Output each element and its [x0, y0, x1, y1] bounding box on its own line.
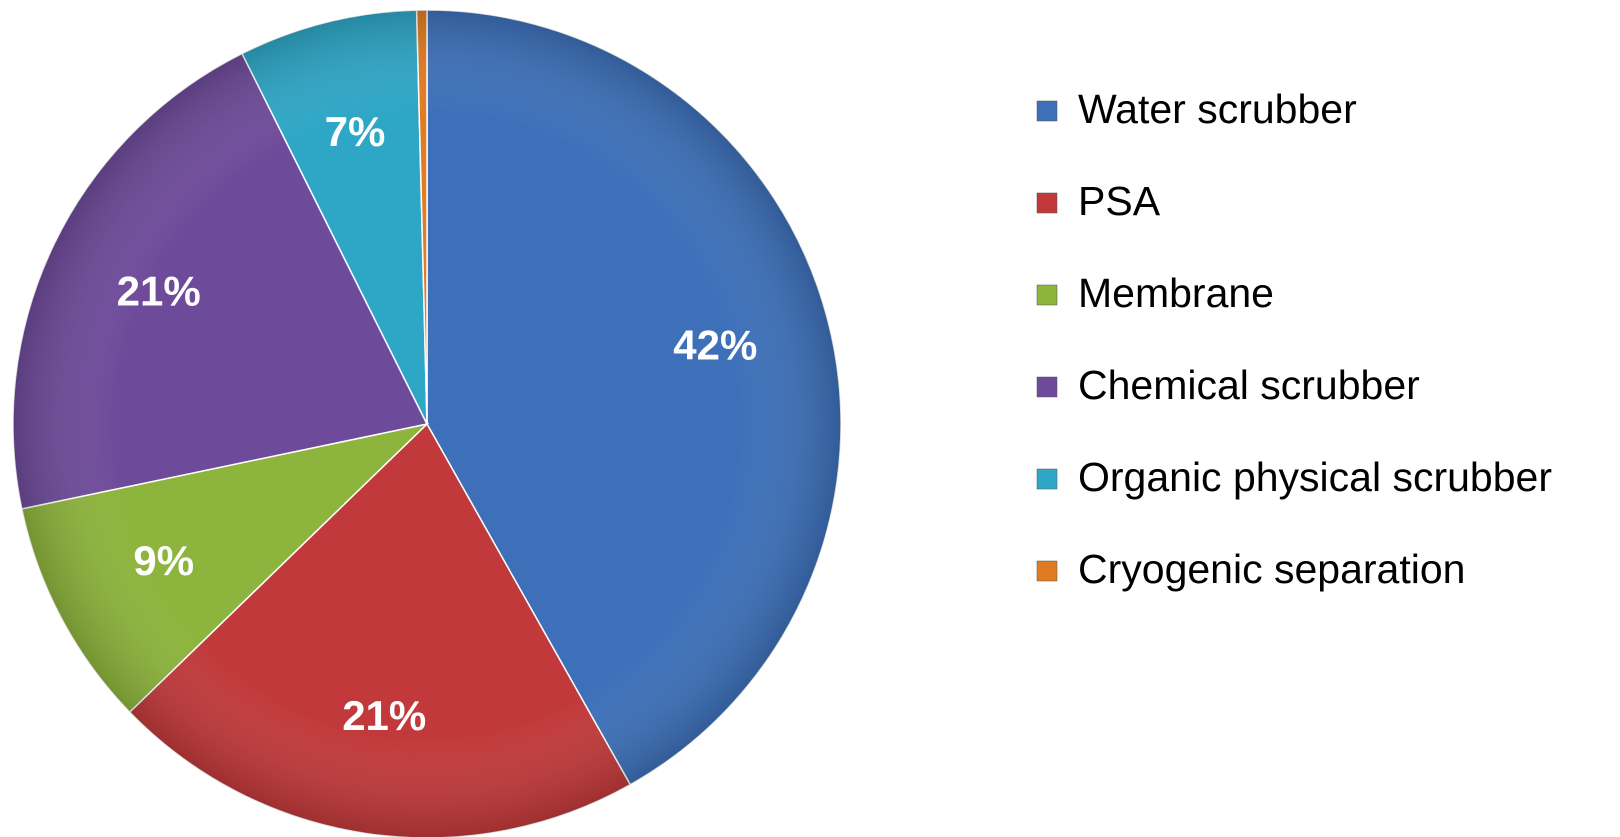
slice-label: 21%	[342, 692, 426, 739]
legend-label: Water scrubber	[1078, 86, 1357, 132]
pie: 42% 21% 9% 21% 7%	[12, 9, 842, 837]
legend-label: Cryogenic separation	[1078, 546, 1465, 592]
legend-swatch	[1036, 468, 1058, 490]
legend-label: Organic physical scrubber	[1078, 454, 1552, 500]
legend-swatch	[1036, 376, 1058, 398]
slice-label: 21%	[117, 267, 201, 314]
slice-label: 9%	[133, 537, 194, 584]
legend-swatch	[1036, 192, 1058, 214]
legend: Water scrubber PSA Membrane Chemical scrubb…	[1036, 86, 1552, 592]
legend-label: Chemical scrubber	[1078, 362, 1420, 408]
legend-swatch	[1036, 560, 1058, 582]
legend-swatch	[1036, 284, 1058, 306]
slice-label: 7%	[325, 108, 386, 155]
legend-swatch	[1036, 100, 1058, 122]
legend-label: Membrane	[1078, 270, 1274, 316]
legend-label: PSA	[1078, 178, 1161, 224]
slice-label: 42%	[673, 321, 757, 368]
